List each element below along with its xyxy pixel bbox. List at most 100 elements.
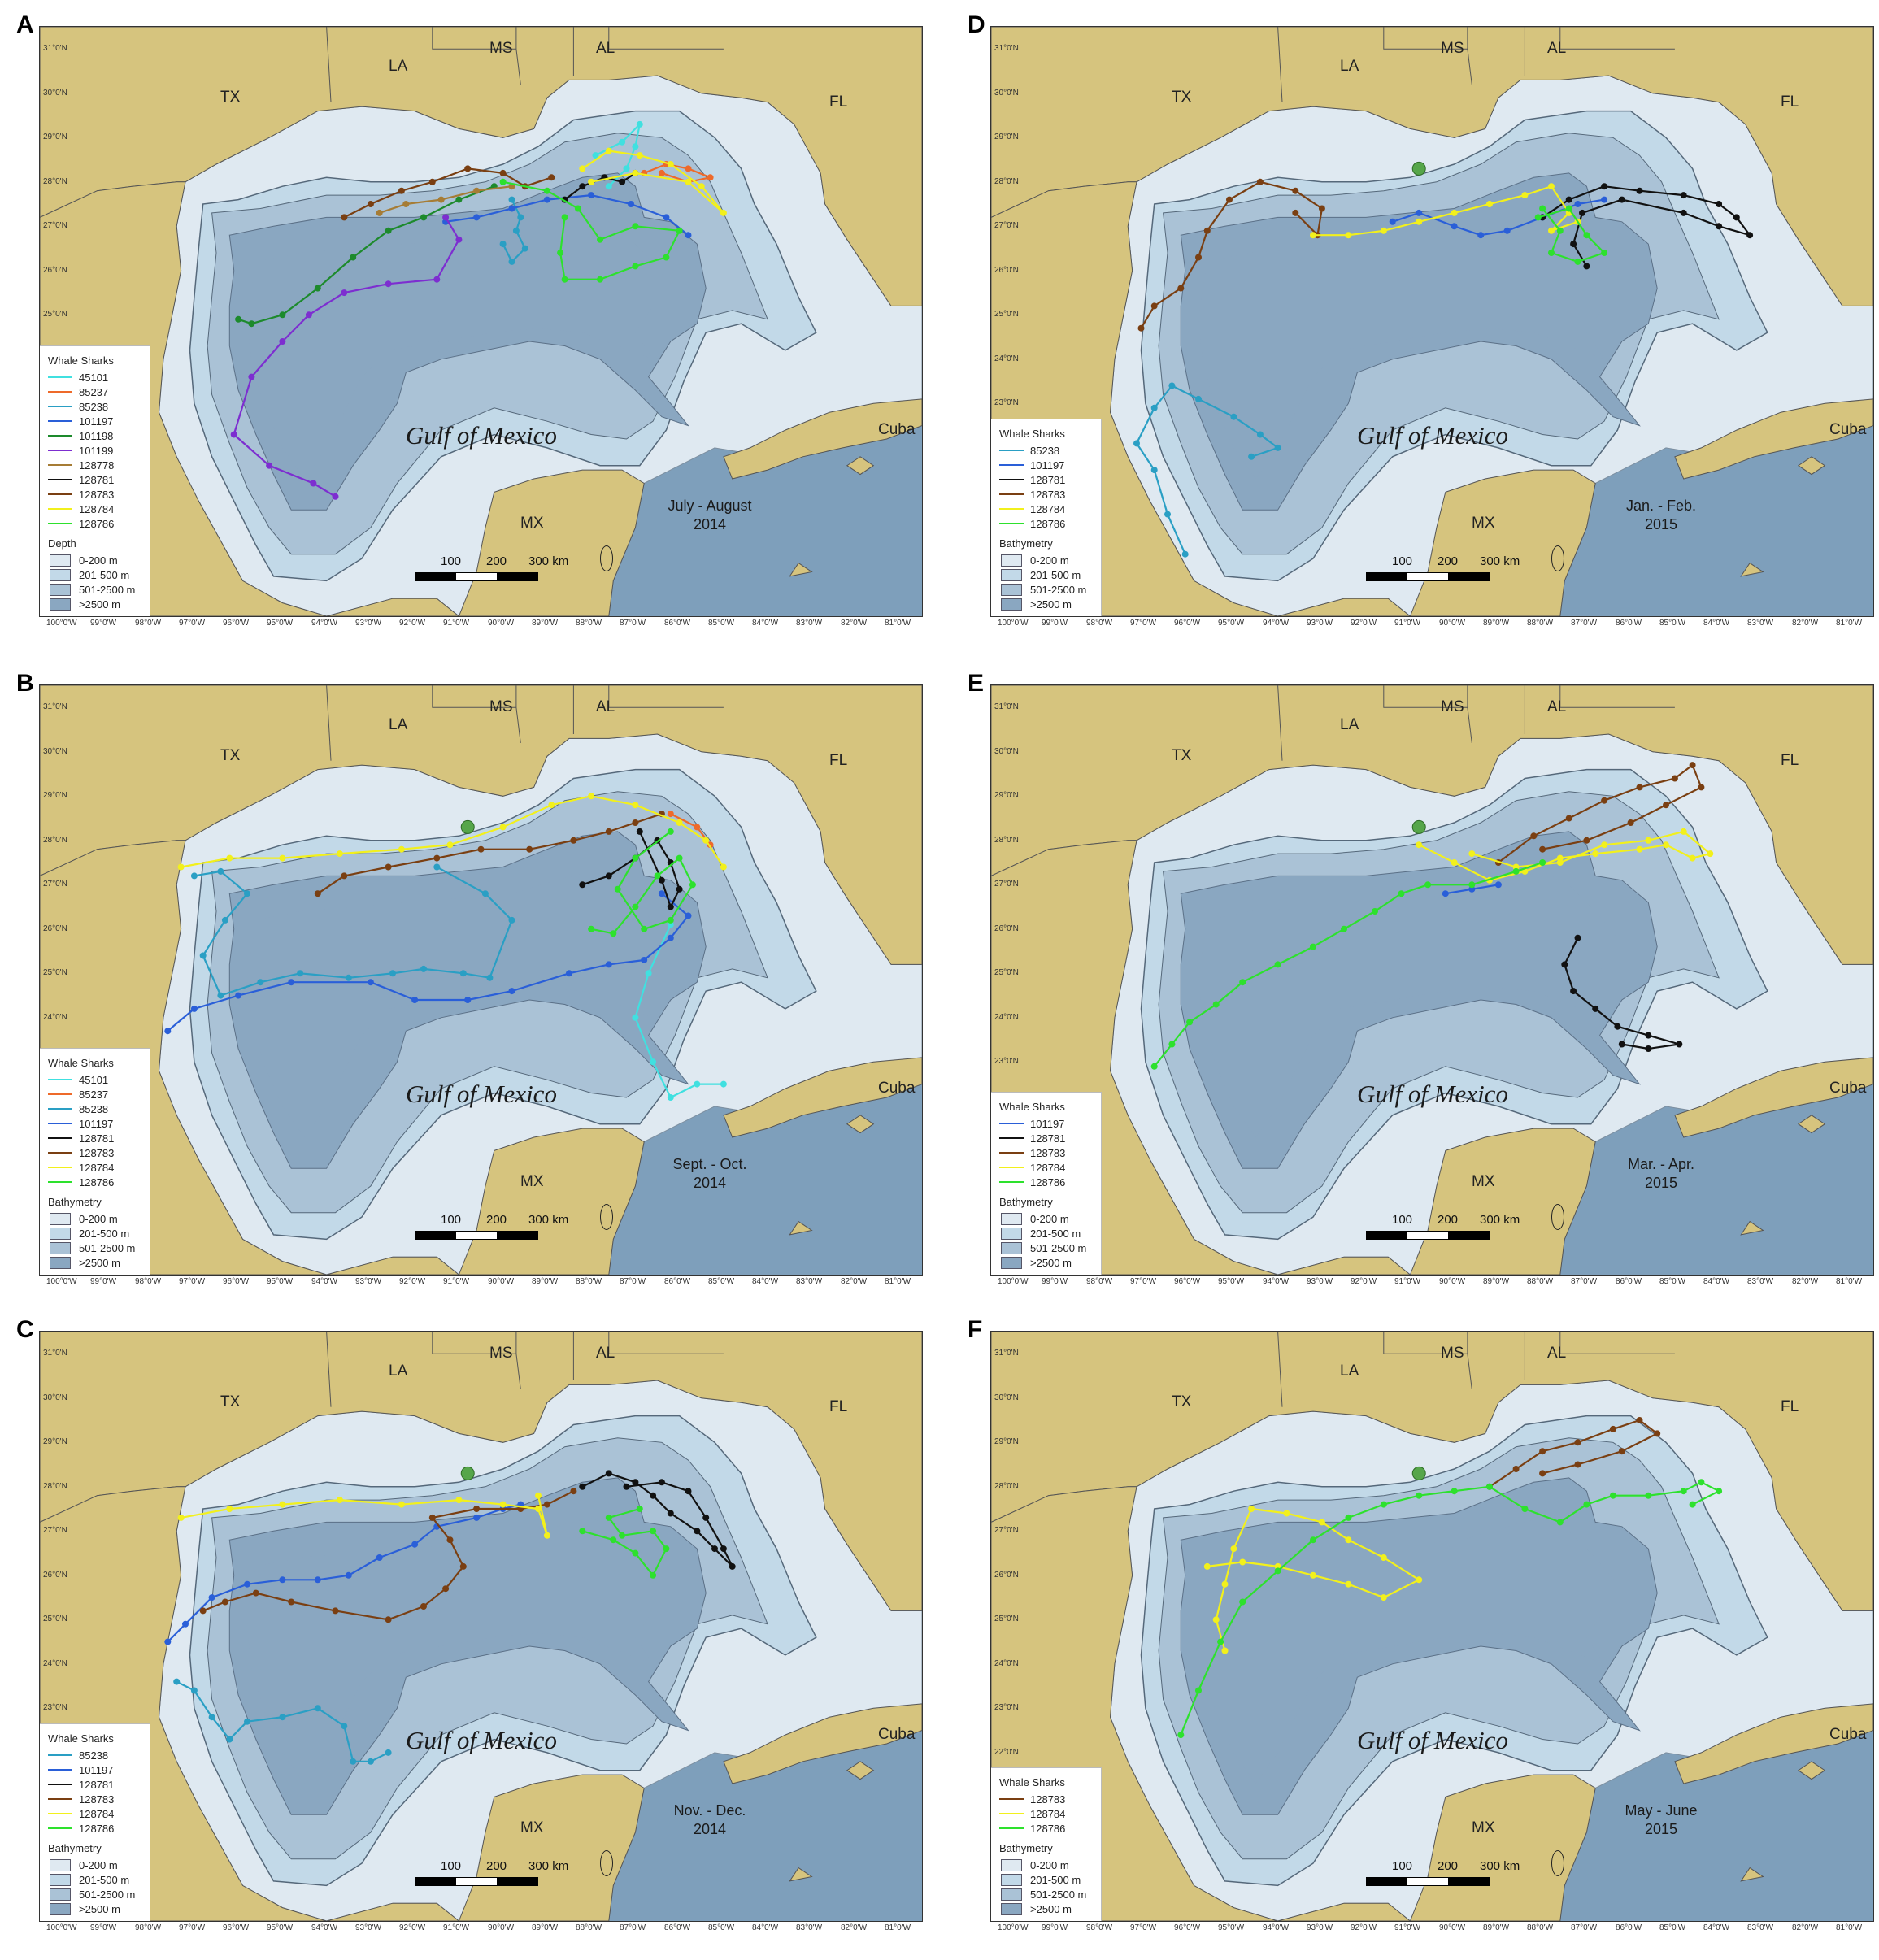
track-point [208,1714,215,1721]
lat-tick: 23°0'N [994,1703,1019,1712]
legend-swatch [48,376,72,378]
track-point [1663,841,1669,849]
track-point [1310,1536,1316,1544]
track-point [676,227,683,234]
legend-title: Whale Sharks [999,1776,1065,1788]
scale-graphic [1366,1231,1490,1240]
lon-tick: 95°0'W [267,619,294,628]
gulf-label: Gulf of Mexico [406,1726,557,1754]
track-point [499,169,507,176]
track-point [221,916,228,924]
depth-swatch [1001,1241,1022,1254]
track-point [1676,1041,1683,1048]
track-point [177,1514,185,1521]
track-point [1539,205,1546,212]
lat-tick: 25°0'N [994,310,1019,319]
track-point [1663,802,1669,809]
track-point [1150,302,1158,310]
lon-tick: 97°0'W [179,619,206,628]
track-point [632,169,639,176]
lon-tick: 89°0'W [532,1923,559,1932]
depth-title: Bathymetry [999,1842,1053,1854]
depth-swatch [50,568,71,581]
track-point [685,232,692,239]
track-point [266,462,273,469]
track-line [502,199,526,263]
scale-bar: 100 200 300 km [415,1859,610,1892]
lat-tick: 26°0'N [994,266,1019,275]
track-point [1150,467,1158,474]
track-point [314,1576,321,1584]
depth-item: 201-500 m [999,1872,1093,1887]
state-border [608,685,724,708]
lat-tick: 28°0'N [994,1482,1019,1491]
track-128781 [1561,934,1683,1052]
track-point [517,214,524,221]
track-point [636,120,643,128]
track-point [1689,762,1696,769]
depth-swatch [1001,554,1022,567]
track-128786 [499,178,683,283]
scale-bar: 100 200 300 km [1366,1859,1561,1892]
track-point [574,205,581,212]
lon-tick: 98°0'W [1086,619,1113,628]
depth-label: 0-200 m [1030,1212,1069,1225]
track-point [508,258,515,265]
track-point [1203,227,1211,234]
track-point [614,885,621,893]
track-point [592,152,599,159]
track-point [667,1510,674,1517]
track-point [1494,881,1502,889]
track-point [720,1545,727,1553]
legend: Whale Sharks 45101 85237 85238 101197 128781 1… [40,1048,150,1275]
deep-basin [1198,1517,1618,1784]
lon-tick: 98°0'W [135,1277,162,1286]
lon-tick: 86°0'W [664,1277,691,1286]
track-point [1539,1448,1546,1455]
lon-tick: 96°0'W [223,619,250,628]
track-point [1380,1554,1387,1561]
track-point [389,970,396,977]
track-point [1565,815,1572,822]
track-point [1716,223,1723,230]
legend-label: 101197 [1030,458,1065,472]
track-point [1380,227,1387,234]
legend-item-128783: 128783 [48,487,141,502]
lon-tick: 83°0'W [796,1277,823,1286]
period-line1: May - June [1625,1802,1698,1819]
track-point [658,1479,665,1486]
state-label-ms: MS [489,698,513,715]
track-point [1239,979,1246,986]
track-point [1698,784,1705,791]
legend-item-128784: 128784 [999,502,1093,516]
depth-item: >2500 m [999,1901,1093,1916]
legend-label: 128784 [79,1161,115,1174]
track-point [1601,250,1608,256]
legend-title: Whale Sharks [999,428,1065,440]
track-point [1203,1562,1211,1570]
lon-tick: 89°0'W [532,1277,559,1286]
period-line2: 2015 [1644,1821,1678,1837]
track-point [428,1514,436,1521]
track-point [1226,196,1233,203]
track-45101 [592,120,643,190]
track-point [1274,444,1281,451]
track-point [411,1541,419,1548]
depth-swatch [50,1227,71,1240]
lat-tick: 25°0'N [994,968,1019,977]
legend-label: 128784 [1030,1807,1066,1820]
track-point [588,192,595,199]
depth-label: 501-2500 m [1030,583,1087,596]
legend-label: 45101 [79,1073,109,1086]
track-point [619,138,626,146]
lat-tick: 27°0'N [43,221,67,230]
tag-site-marker [1411,819,1426,834]
state-label-tx: TX [220,747,241,764]
track-point [1416,218,1423,225]
legend-item-128781: 128781 [48,1131,141,1145]
deep-basin [1198,212,1618,479]
state-border [1559,1332,1675,1354]
lon-tick: 81°0'W [1836,1923,1863,1932]
track-point [685,178,692,185]
track-point [628,201,634,207]
